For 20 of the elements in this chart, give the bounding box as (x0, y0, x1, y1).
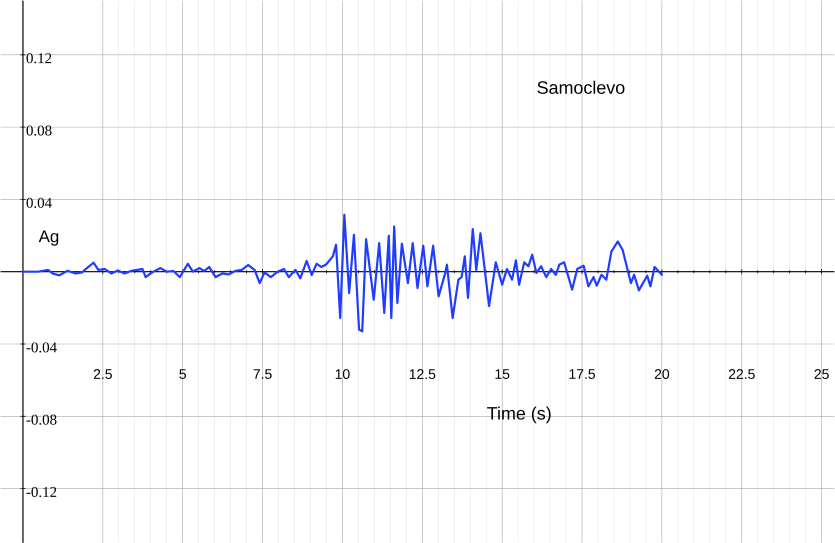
x-axis-title: Time (s) (487, 406, 551, 424)
y-tick-label: -0.08 (26, 414, 56, 425)
x-tick-label: 17.5 (570, 369, 595, 379)
x-tick-label: 2.5 (94, 368, 112, 379)
x-tick-label: 7.5 (254, 369, 272, 379)
y-tick-label: -0.12 (26, 486, 56, 497)
text: Samoclevo (537, 80, 624, 94)
y-axis-title: Ag (38, 230, 58, 246)
x-tick-label: 5 (179, 369, 186, 379)
x-tick-label: 25 (814, 368, 829, 379)
x-tick-label: 10 (336, 368, 350, 379)
y-tick-label: 0.04 (26, 198, 52, 208)
x-tick-label: 22.5 (728, 368, 755, 379)
x-tick-label: 12.5 (410, 368, 436, 379)
x-tick-label: 15 (495, 369, 510, 379)
y-tick-label: 0.12 (26, 52, 52, 64)
line-series (22, 213, 663, 332)
x-tick-label: 20 (654, 368, 670, 379)
y-tick-label: -0.04 (26, 342, 57, 352)
y-tick-label: 0.08 (26, 125, 52, 136)
